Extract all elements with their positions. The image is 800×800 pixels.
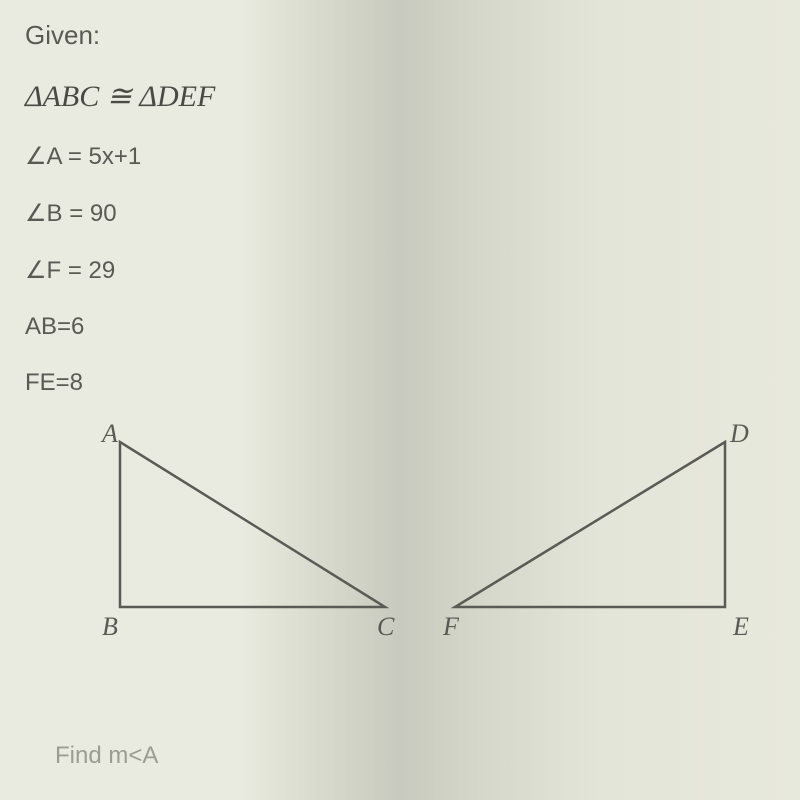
diagram-svg <box>25 432 775 662</box>
find-statement: Find m<A <box>55 742 158 770</box>
vertex-label-d: D <box>730 419 749 449</box>
angle-a-expr: ∠A = 5x+1 <box>25 142 775 171</box>
side-fe-expr: FE=8 <box>25 369 775 397</box>
vertex-label-a: A <box>102 419 118 449</box>
congruence-statement: ΔABC ≅ ΔDEF <box>25 79 775 114</box>
vertex-label-b: B <box>102 612 118 642</box>
vertex-label-e: E <box>733 612 749 642</box>
vertex-label-f: F <box>443 612 459 642</box>
angle-f-expr: ∠F = 29 <box>25 256 775 285</box>
vertex-label-c: C <box>377 612 394 642</box>
side-ab-expr: AB=6 <box>25 313 775 341</box>
triangle-abc <box>120 442 385 607</box>
triangle-def <box>455 442 725 607</box>
triangles-diagram: A B C D E F <box>25 432 775 662</box>
angle-b-expr: ∠B = 90 <box>25 199 775 228</box>
given-label: Given: <box>25 20 775 51</box>
